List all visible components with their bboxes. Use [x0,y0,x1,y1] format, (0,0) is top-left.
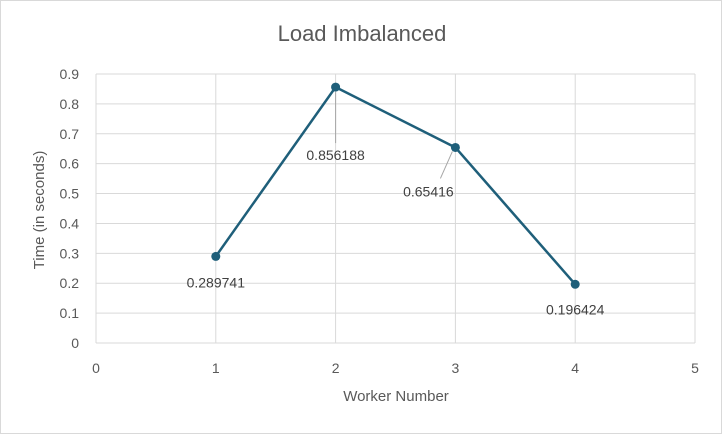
x-tick-labels: 0 1 2 3 4 5 [92,360,699,376]
data-label: 0.856188 [306,147,365,163]
x-tick-label: 5 [691,360,699,376]
data-points [211,82,580,289]
y-tick-label: 0.7 [60,126,80,142]
x-tick-label: 1 [212,360,220,376]
data-label: 0.289741 [187,274,246,290]
x-axis-title: Worker Number [343,388,449,405]
data-point [211,251,221,261]
y-tick-label: 0.5 [60,186,80,202]
y-axis-title: Time (in seconds) [31,151,48,270]
y-tick-label: 0.4 [60,215,80,231]
x-tick-label: 3 [452,360,460,376]
gridlines [95,73,696,344]
y-tick-label: 0.8 [60,96,80,112]
data-point [570,279,580,289]
leader-line [439,151,453,179]
data-point [450,142,460,152]
data-label: 0.196424 [546,301,605,317]
y-tick-label: 0 [71,335,79,351]
x-tick-label: 2 [332,360,340,376]
data-labels: 0.289741 0.856188 0.65416 0.196424 [187,147,605,317]
label-leader-lines [335,92,453,179]
y-tick-label: 0.2 [60,275,80,291]
y-tick-label: 0.9 [60,66,80,82]
y-tick-label: 0.6 [60,156,80,172]
series-polyline [214,85,577,286]
y-tick-label: 0.3 [60,245,80,261]
y-tick-label: 0.1 [60,305,80,321]
x-tick-label: 4 [571,360,579,376]
data-label: 0.65416 [403,183,454,199]
data-point [331,82,341,92]
chart-title: Load Imbalanced [278,21,447,46]
series-line [214,85,577,286]
y-tick-labels: 0 0.1 0.2 0.3 0.4 0.5 0.6 0.7 0.8 0.9 [60,66,80,351]
x-tick-label: 0 [92,360,100,376]
